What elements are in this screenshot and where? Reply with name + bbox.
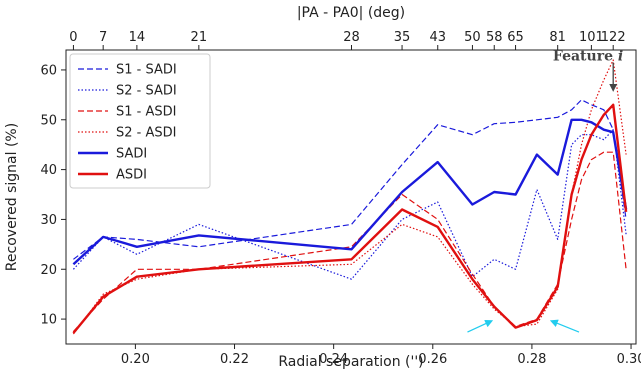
top-tick-label: 43	[429, 30, 446, 45]
x-tick-label: 0.22	[220, 352, 249, 367]
top-tick-label: 28	[343, 30, 360, 45]
legend-entry: ASDI	[116, 168, 147, 183]
top-tick-label: 35	[394, 30, 411, 45]
x-tick-label: 0.30	[617, 352, 641, 367]
annotation-feature-i: Feature i	[553, 48, 623, 64]
top-tick-label: 21	[191, 30, 208, 45]
annotation-arrow	[467, 319, 494, 333]
series-line-s2-asdi	[72, 59, 627, 335]
series-line-asdi	[72, 103, 628, 334]
top-tick-label: 81	[549, 30, 566, 45]
legend-entry: SADI	[116, 147, 147, 162]
annotation-arrow	[549, 319, 580, 333]
top-tick-label: 7	[99, 30, 107, 45]
legend-entry: S1 - SADI	[116, 63, 177, 78]
legend-entry: S1 - ASDI	[116, 105, 176, 120]
x-tick-label: 0.24	[319, 352, 348, 367]
series-layer	[72, 59, 628, 335]
y-tick-label: 10	[40, 313, 57, 328]
y-tick-label: 30	[40, 213, 57, 228]
x-tick-label: 0.26	[418, 352, 447, 367]
top-tick-label: 101	[579, 30, 604, 45]
top-tick-label: 50	[464, 30, 481, 45]
top-tick-label: 14	[129, 30, 146, 45]
series-line-s2-sadi	[72, 129, 627, 280]
top-axis-label: |PA - PA0| (deg)	[297, 5, 405, 21]
annotation-layer: Feature i	[467, 48, 623, 333]
y-tick-label: 60	[40, 63, 57, 78]
legend-box	[69, 53, 211, 189]
x-axis-label: Radial separation ('')	[278, 354, 423, 370]
x-tick-label: 0.28	[517, 352, 546, 367]
legend-entry: S2 - SADI	[116, 84, 177, 99]
x-tick-label: 0.20	[121, 352, 150, 367]
y-tick-label: 20	[40, 263, 57, 278]
series-line-s1-sadi	[73, 99, 627, 260]
top-tick-label: 58	[486, 30, 503, 45]
top-tick-label: 0	[69, 30, 77, 45]
series-line-sadi	[72, 118, 628, 266]
legend-entry: S2 - ASDI	[116, 126, 176, 141]
legend: S1 - SADI S2 - SADI S1 - ASDI S2 - ASDI SADI…	[69, 53, 211, 189]
top-tick-label: 122	[601, 30, 626, 45]
y-tick-label: 50	[40, 113, 57, 128]
y-axis-label: Recovered signal (%)	[4, 123, 20, 271]
y-tick-label: 40	[40, 163, 57, 178]
top-tick-label: 65	[507, 30, 524, 45]
axis-layer: 0.20 0.22 0.24 0.26 0.28 0.30 10 20 30 40 50 60 0 7 14…	[40, 30, 641, 367]
